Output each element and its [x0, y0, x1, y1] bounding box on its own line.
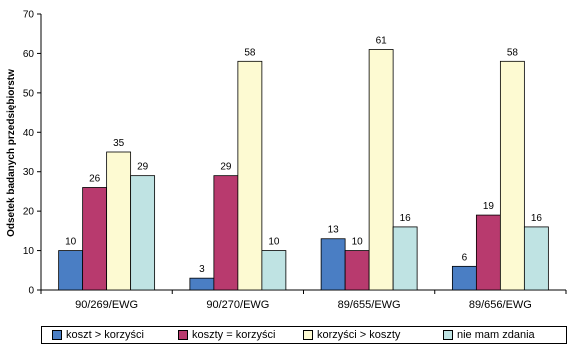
data-label: 16 — [400, 213, 412, 224]
bar — [392, 226, 418, 291]
legend-label: koszt > korzyści — [66, 329, 144, 341]
legend-swatch — [303, 330, 313, 340]
data-label: 35 — [113, 138, 125, 149]
y-tick-label: 10 — [23, 246, 35, 257]
bar — [189, 277, 215, 291]
legend-label: korzyści > koszty — [317, 329, 401, 341]
x-tick-label: 90/269/EWG — [75, 299, 138, 311]
y-axis-label: Odsetek badanych przedsiębiorstw — [6, 69, 17, 237]
data-label: 13 — [328, 225, 340, 236]
y-tick-label: 20 — [23, 207, 35, 218]
data-label: 10 — [268, 237, 280, 248]
bar — [213, 175, 239, 291]
legend-item: koszty = korzyści — [168, 327, 293, 343]
legend-item: koszt > korzyści — [42, 327, 168, 343]
bar — [58, 250, 84, 291]
bar — [523, 226, 549, 291]
data-label: 3 — [199, 264, 205, 275]
data-label: 19 — [483, 201, 495, 212]
x-tick-label: 89/656/EWG — [469, 299, 532, 311]
data-label: 6 — [462, 252, 468, 263]
data-label: 58 — [244, 47, 256, 58]
y-tick-label: 50 — [23, 88, 35, 99]
data-label: 29 — [137, 162, 149, 173]
legend-swatch — [178, 330, 188, 340]
y-tick-label: 70 — [23, 10, 35, 21]
bar — [106, 151, 132, 291]
legend-swatch — [52, 330, 62, 340]
bar — [320, 238, 346, 291]
data-label: 10 — [352, 237, 364, 248]
bar — [368, 49, 394, 291]
legend-label: koszty = korzyści — [192, 329, 276, 341]
bar — [237, 60, 263, 291]
legend-item: nie mam zdania — [433, 327, 566, 343]
y-tick-label: 0 — [28, 286, 34, 297]
x-tick-label: 89/655/EWG — [338, 299, 401, 311]
y-tick-label: 30 — [23, 167, 35, 178]
data-labels: 10 26 35 29 3 29 58 10 13 10 61 16 6 19 58 16 — [65, 35, 542, 275]
bar — [451, 265, 477, 291]
legend: koszt > korzyści koszty = korzyści korzyśc… — [41, 326, 567, 344]
y-axis: 0 10 20 30 40 50 60 70 — [23, 10, 42, 297]
bar — [261, 250, 287, 291]
legend-label: nie mam zdania — [457, 329, 535, 341]
legend-swatch — [443, 330, 453, 340]
bar — [130, 175, 156, 291]
bar — [344, 250, 370, 291]
x-tick-label: 90/270/EWG — [206, 299, 269, 311]
bar — [475, 214, 501, 291]
y-tick-label: 60 — [23, 49, 35, 60]
data-label: 10 — [65, 237, 77, 248]
data-label: 29 — [220, 162, 232, 173]
bar — [82, 187, 108, 291]
data-label: 26 — [89, 173, 101, 184]
data-label: 61 — [376, 35, 388, 46]
y-tick-label: 40 — [23, 128, 35, 139]
data-label: 16 — [531, 213, 543, 224]
bar — [499, 60, 525, 291]
x-axis: 90/269/EWG 90/270/EWG 89/655/EWG 89/656/EWG — [40, 289, 567, 311]
legend-item: korzyści > koszty — [293, 327, 433, 343]
data-label: 58 — [507, 47, 519, 58]
bars — [58, 49, 549, 291]
